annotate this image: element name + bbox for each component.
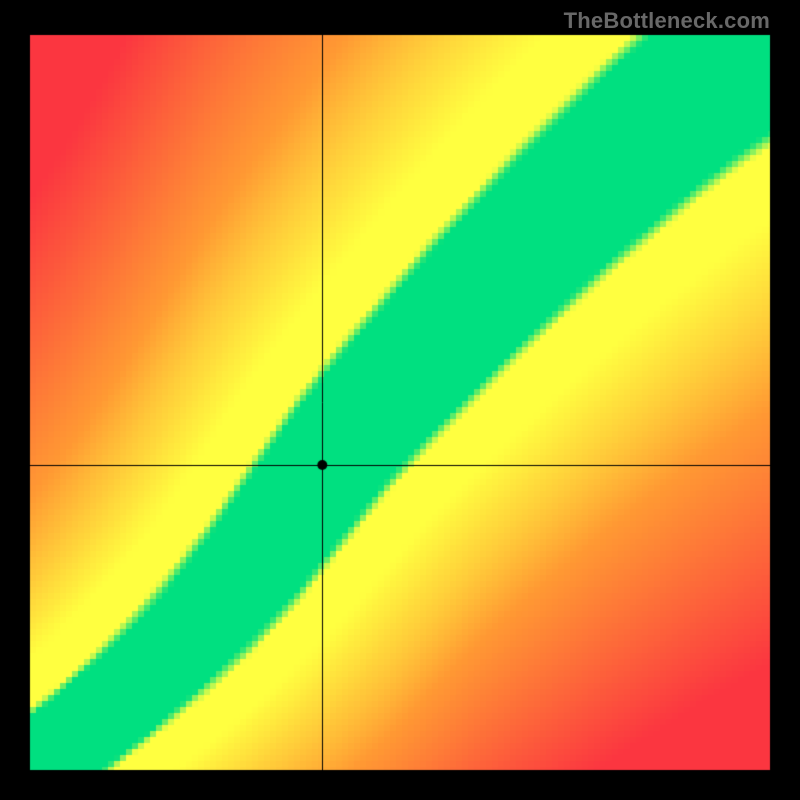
heatmap-canvas (0, 0, 800, 800)
chart-container: TheBottleneck.com (0, 0, 800, 800)
watermark-text: TheBottleneck.com (564, 8, 770, 34)
